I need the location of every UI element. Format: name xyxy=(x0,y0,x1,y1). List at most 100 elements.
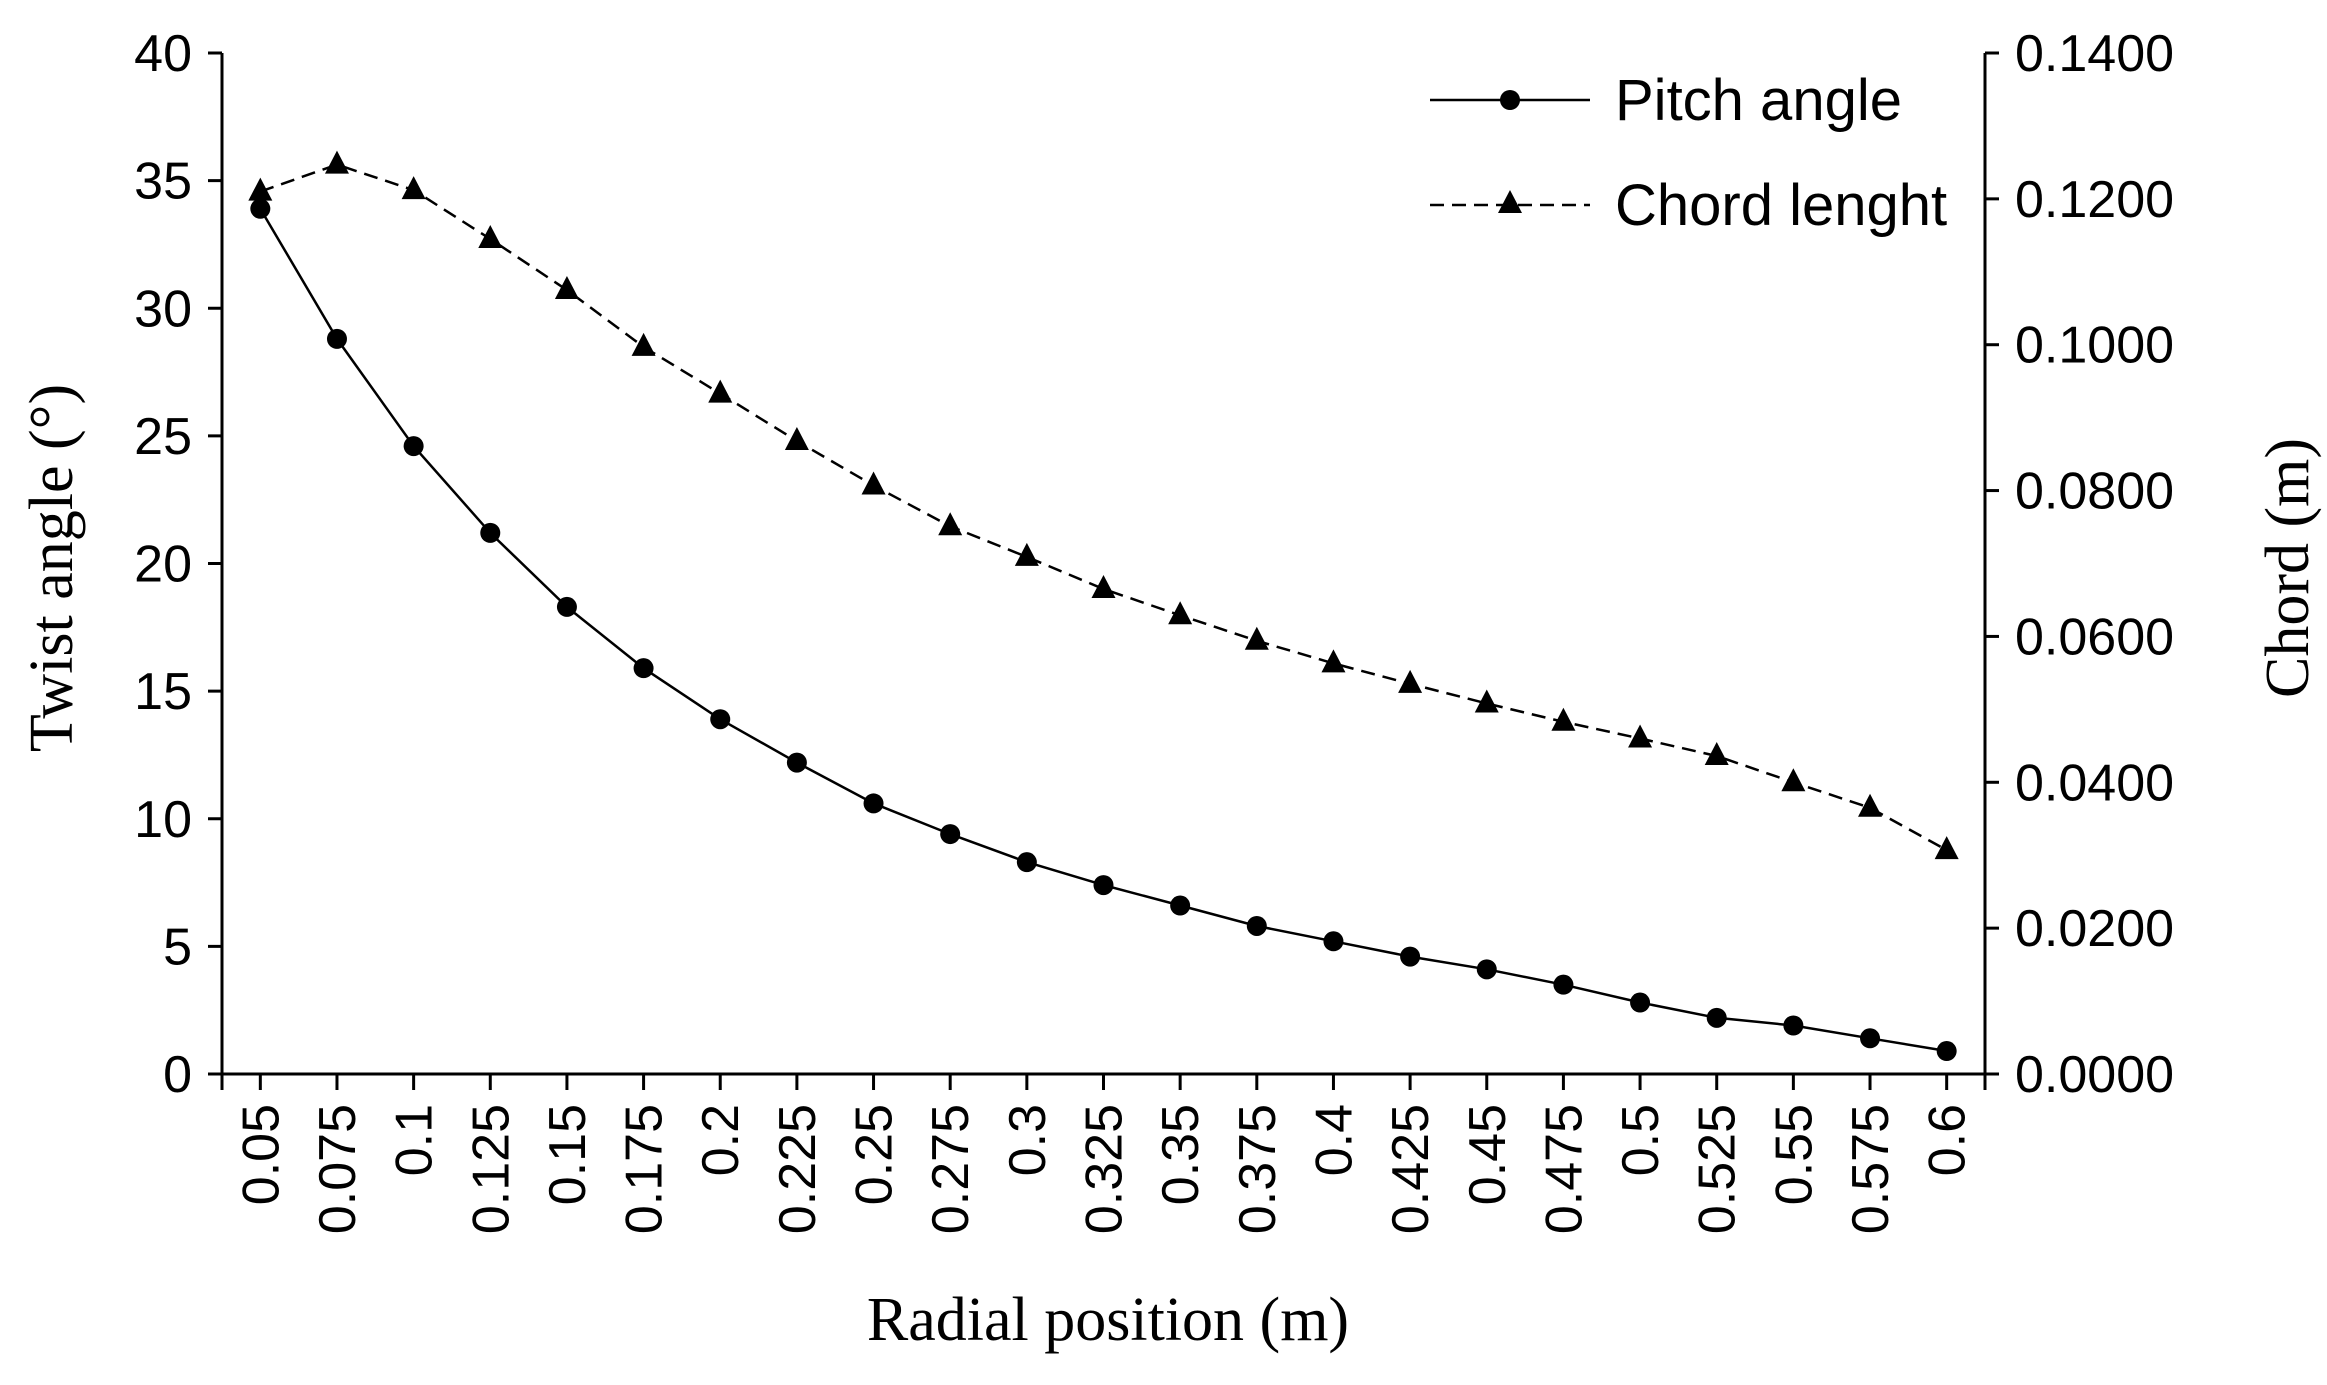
x-tick-label: 0.125 xyxy=(462,1104,520,1234)
x-tick-label: 0.475 xyxy=(1535,1104,1593,1234)
chord-length-point xyxy=(324,150,349,174)
pitch-angle-point xyxy=(863,793,884,814)
pitch-angle-point xyxy=(786,752,807,773)
pitch-angle-point xyxy=(1553,974,1574,995)
x-tick-label: 0.175 xyxy=(616,1104,674,1234)
x-tick-label: 0.05 xyxy=(232,1104,290,1205)
pitch-angle-point xyxy=(1476,959,1497,980)
chord-length-point xyxy=(1398,669,1423,693)
y-left-tick-label: 40 xyxy=(134,25,192,83)
x-tick-label: 0.275 xyxy=(922,1104,980,1234)
x-tick-label: 0.5 xyxy=(1612,1104,1670,1176)
pitch-angle-point xyxy=(1170,895,1191,916)
y-right-tick-label: 0.1400 xyxy=(2015,25,2174,83)
chord-length-point xyxy=(554,276,579,300)
chord-length-point xyxy=(1244,626,1269,650)
legend-label-pitch: Pitch angle xyxy=(1615,68,1902,133)
pitch-angle-point xyxy=(1630,992,1651,1013)
pitch-angle-point xyxy=(1093,875,1114,896)
y-left-tick-label: 15 xyxy=(134,663,192,721)
series-line-chord-length xyxy=(259,163,1948,852)
legend-marker-chord xyxy=(1498,190,1522,213)
pitch-angle-point xyxy=(1783,1015,1804,1036)
chord-length-point xyxy=(1781,768,1806,792)
pitch-angle-point xyxy=(710,709,731,730)
chord-length-point xyxy=(631,332,656,356)
y-left-tick-label: 25 xyxy=(134,408,192,466)
chord-length-point xyxy=(401,176,426,200)
y-right-tick-label: 0.0400 xyxy=(2015,754,2174,812)
x-axis-title: Radial position (m) xyxy=(867,1286,1349,1354)
y-axis-left-title: Twist angle (°) xyxy=(18,384,86,752)
y-left-tick-label: 0 xyxy=(163,1046,192,1104)
y-right-tick-label: 0.1200 xyxy=(2015,171,2174,229)
x-tick-label: 0.1 xyxy=(386,1104,444,1176)
series xyxy=(248,150,1959,1062)
pitch-angle-point xyxy=(1246,915,1267,936)
x-tick-label: 0.15 xyxy=(539,1104,597,1205)
chord-length-point xyxy=(938,512,963,536)
pitch-angle-point xyxy=(940,824,961,845)
pitch-angle-point xyxy=(403,436,424,457)
axes: 0 5 10 15 20 25 30 35 40 0.0000 0.0200 0.0400 0.0600… xyxy=(134,25,2174,1234)
x-tick-label: 0.3 xyxy=(999,1104,1057,1176)
pitch-angle-point xyxy=(633,658,654,679)
chord-length-point xyxy=(784,426,809,450)
chord-length-point xyxy=(1091,575,1116,599)
x-tick-label: 0.4 xyxy=(1305,1104,1363,1176)
series-line-pitch-angle xyxy=(259,208,1947,1053)
chord-length-point xyxy=(1934,836,1959,860)
pitch-angle-point xyxy=(1400,946,1421,967)
x-tick-label: 0.6 xyxy=(1919,1104,1977,1176)
y-right-tick-label: 0.0000 xyxy=(2015,1046,2174,1104)
y-left-tick-label: 20 xyxy=(134,536,192,594)
y-right-tick-label: 0.1000 xyxy=(2015,317,2174,375)
chord-length-point xyxy=(1704,742,1729,766)
x-tick-label: 0.325 xyxy=(1076,1104,1134,1234)
pitch-angle-point xyxy=(1323,931,1344,952)
pitch-angle-point xyxy=(480,522,501,543)
x-tick-label: 0.225 xyxy=(769,1104,827,1234)
chord-length-point xyxy=(1858,793,1883,817)
pitch-angle-point xyxy=(250,198,271,219)
chord-length-point xyxy=(1474,689,1499,713)
pitch-angle-point xyxy=(1706,1007,1727,1028)
chord-length-point xyxy=(861,471,886,495)
x-tick-label: 0.375 xyxy=(1229,1104,1287,1234)
x-tick-label: 0.2 xyxy=(692,1104,750,1176)
x-tick-label: 0.075 xyxy=(309,1104,367,1234)
y-left-tick-label: 10 xyxy=(134,791,192,849)
x-tick-label: 0.425 xyxy=(1382,1104,1440,1234)
legend-marker-pitch xyxy=(1500,90,1520,110)
pitch-angle-point xyxy=(1936,1041,1957,1062)
x-tick-label: 0.55 xyxy=(1765,1104,1823,1205)
pitch-angle-point xyxy=(1860,1028,1881,1049)
chord-length-point xyxy=(1014,542,1039,566)
chord-length-point xyxy=(1321,649,1346,673)
y-right-tick-label: 0.0200 xyxy=(2015,900,2174,958)
y-left-tick-label: 30 xyxy=(134,280,192,338)
chord-length-point xyxy=(1168,601,1193,625)
x-tick-label: 0.575 xyxy=(1842,1104,1900,1234)
y-right-tick-label: 0.0600 xyxy=(2015,608,2174,666)
y-left-tick-label: 35 xyxy=(134,153,192,211)
y-left-tick-label: 5 xyxy=(163,918,192,976)
chord-length-point xyxy=(708,379,733,403)
legend: Pitch angle Chord lenght xyxy=(1430,68,1947,238)
chord-length-point xyxy=(478,224,503,248)
x-tick-label: 0.45 xyxy=(1459,1104,1517,1205)
chord-length-point xyxy=(1551,707,1576,731)
chord-length-point xyxy=(1628,724,1653,748)
pitch-angle-point xyxy=(326,328,347,349)
y-right-tick-label: 0.0800 xyxy=(2015,463,2174,521)
y-axis-right-title: Chord (m) xyxy=(2254,438,2322,698)
pitch-angle-point xyxy=(1016,852,1037,873)
legend-label-chord: Chord lenght xyxy=(1615,173,1947,238)
x-tick-label: 0.525 xyxy=(1689,1104,1747,1234)
x-tick-label: 0.35 xyxy=(1152,1104,1210,1205)
chord-length-point xyxy=(248,177,273,201)
x-tick-label: 0.25 xyxy=(846,1104,904,1205)
pitch-angle-point xyxy=(556,596,577,617)
